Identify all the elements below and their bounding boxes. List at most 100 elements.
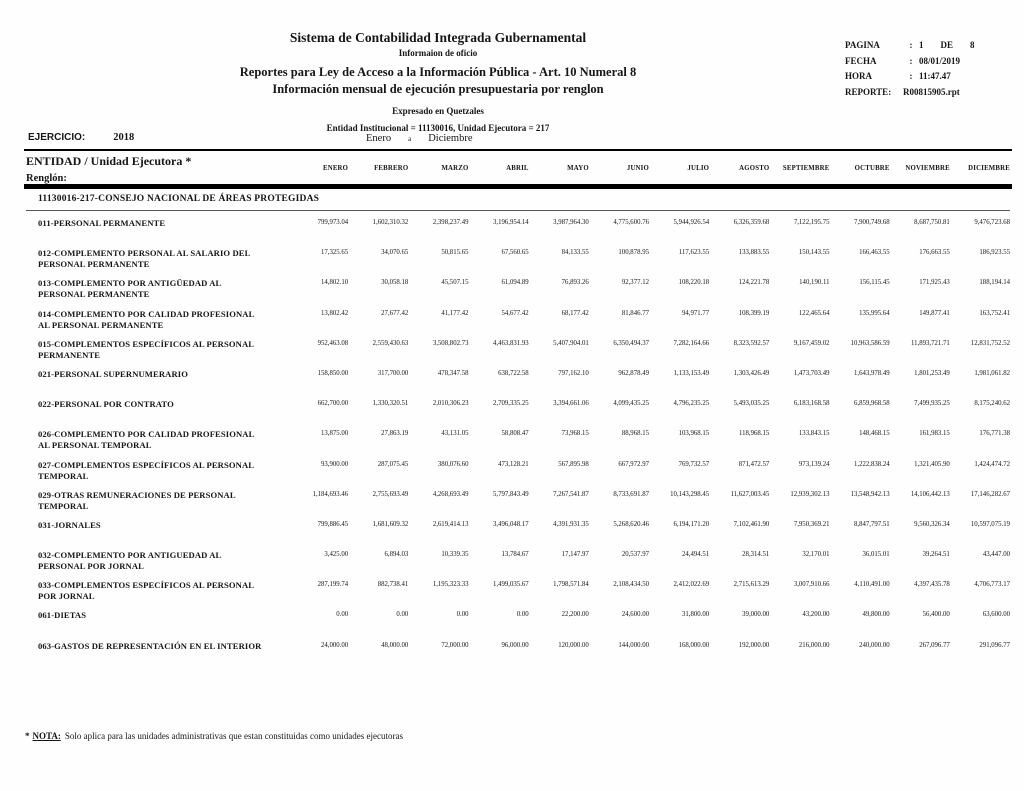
cell-value: 973,139.24 [798,460,830,468]
table-row: 026-COMPLEMENTO POR CALIDAD PROFESIONAL … [26,429,1010,459]
cell-value: 9,167,459.02 [793,339,830,347]
cell-value: 43,200.00 [802,611,830,619]
cell-value: 1,424,474.72 [974,460,1010,468]
cell-value: 1,184,693.46 [312,490,349,498]
cell-value: 10,143,298.45 [670,490,710,498]
cell-value: 161,983.15 [919,430,950,438]
cell-value: 13,784.67 [501,551,529,559]
ejercicio-value: 2018 [113,132,135,143]
cell-value: 473,128.21 [498,460,529,468]
cell-value: 2,398,237.49 [432,219,469,226]
cell-value: 32,170.01 [802,551,830,559]
footnote-asterisk: * [25,731,30,741]
table-row: 032-COMPLEMENTO POR ANTIGUEDAD AL PERSON… [26,550,1010,580]
meta-fecha: FECHA : 08/01/2019 [845,54,1017,70]
cell-value: 43,447.00 [982,551,1010,559]
meta-pagina: PAGINA : 1 DE 8 [845,38,1017,54]
column-header-septiembre: SEPTIEMBRE [782,165,830,172]
cell-value: 2,715,613.29 [733,581,770,589]
page-de-label: DE [940,40,954,50]
cell-value: 5,407,904.01 [553,339,589,347]
row-label: 031-JORNALES [38,519,101,530]
cell-value: 149,877.41 [919,309,950,317]
cell-value: 168,000.00 [678,641,710,649]
ejercicio-line: EJERCICIO: 2018 [28,132,134,143]
cell-value: 108,399.19 [738,309,770,317]
cell-value: 88,968.15 [621,430,649,438]
cell-value: 72,000.00 [441,641,469,649]
colon: : [909,40,913,50]
cell-value: 5,493,035.25 [733,400,770,408]
meta-hora: HORA : 11:47.47 [845,69,1017,85]
currency-note: Expresado en Quetzales [392,106,484,116]
cell-value: 13,802.42 [320,309,349,317]
cell-value: 171,925.43 [919,279,950,287]
table-row: 027-COMPLEMENTOS ESPECÍFICOS AL PERSONAL… [26,460,1010,490]
cell-value: 140,190.11 [799,279,830,287]
row-label: 014-COMPLEMENTO POR CALIDAD PROFESIONAL … [38,308,254,330]
column-header-julio: JULIO [687,165,710,172]
colon: : [909,71,913,81]
cell-value: 567,895.98 [558,460,589,468]
cell-value: 176,771.38 [979,430,1010,438]
cell-value: 24,000.00 [320,641,349,649]
meta-reporte: REPORTE: R00815905.rpt [845,85,1017,101]
row-label: 015-COMPLEMENTOS ESPECÍFICOS AL PERSONAL… [38,338,254,360]
cell-value: 27,863.19 [381,430,409,438]
cell-value: 108,220.18 [678,279,710,287]
column-header-octubre: OCTUBRE [854,165,890,172]
cell-value: 2,010,306.23 [432,400,469,408]
cell-value: 28,314.51 [742,551,770,559]
row-label: 032-COMPLEMENTO POR ANTIGUEDAD AL PERSON… [38,550,221,572]
colon: : [909,55,913,66]
cell-value: 93,900.00 [320,460,349,468]
cell-value: 769,732.57 [678,460,710,468]
cell-value: 8,175,240.62 [974,400,1010,408]
cell-value: 6,326,359.68 [733,219,770,226]
cell-value: 0.00 [396,611,409,619]
cell-value: 1,798,571.84 [553,581,589,589]
cell-value: 103,968.15 [678,430,710,438]
column-header-noviembre: NOVIEMBRE [905,165,950,172]
cell-value: 7,102,461.90 [733,520,770,528]
cell-value: 150,143.55 [798,249,830,257]
cell-value: 124,221.78 [738,279,770,287]
cell-value: 216,000.00 [798,641,830,649]
report-title: Sistema de Contabilidad Integrada Gubern… [289,30,587,45]
cell-value: 799,973.04 [317,219,349,226]
cell-value: 48,000.00 [381,641,409,649]
row-label: 022-PERSONAL POR CONTRATO [38,399,174,410]
cell-value: 1,643,978.49 [853,369,890,377]
cell-value: 43,131.05 [441,430,469,438]
cell-value: 166,463.55 [859,249,890,257]
cell-value: 1,133,153.49 [673,369,710,377]
cell-value: 8,847,797.51 [853,520,890,528]
cell-value: 13,548,942.13 [850,490,890,498]
cell-value: 6,183,168.58 [793,400,830,408]
cell-value: 1,303,426.49 [733,369,770,377]
fecha-value: 08/01/2019 [919,55,961,66]
table-row: 014-COMPLEMENTO POR CALIDAD PROFESIONAL … [26,309,1010,339]
cell-value: 117,623.55 [678,249,710,257]
cell-value: 1,499,035.67 [492,581,529,589]
cell-value: 0.00 [516,611,529,619]
table-row: 061-DIETAS 0.00 0.00 0.00 0.00 22,200.00 24,60… [26,610,1010,640]
cell-value: 11,893,721.71 [910,339,950,347]
cell-value: 45,507.15 [441,279,469,287]
cell-value: 39,264.51 [922,551,950,559]
cell-value: 94,971.77 [681,309,710,317]
cell-value: 871,472.57 [738,460,770,468]
cell-value: 11,627,003.45 [730,490,770,498]
cell-value: 5,797,843.49 [492,490,529,498]
cell-value: 17,147.97 [561,551,589,559]
cell-value: 39,000.00 [742,611,770,619]
cell-value: 49,800.00 [862,611,890,619]
cell-value: 158,850.00 [317,369,349,377]
cell-value: 962,878.49 [618,369,649,377]
row-label: 027-COMPLEMENTOS ESPECÍFICOS AL PERSONAL… [38,459,254,481]
cell-value: 4,268,693.49 [432,490,469,498]
cell-value: 10,597,075.19 [970,520,1010,528]
column-header-junio: JUNIO [626,165,649,172]
renglon-label: Renglón: [26,173,67,184]
cell-value: 2,619,414.13 [432,520,469,528]
